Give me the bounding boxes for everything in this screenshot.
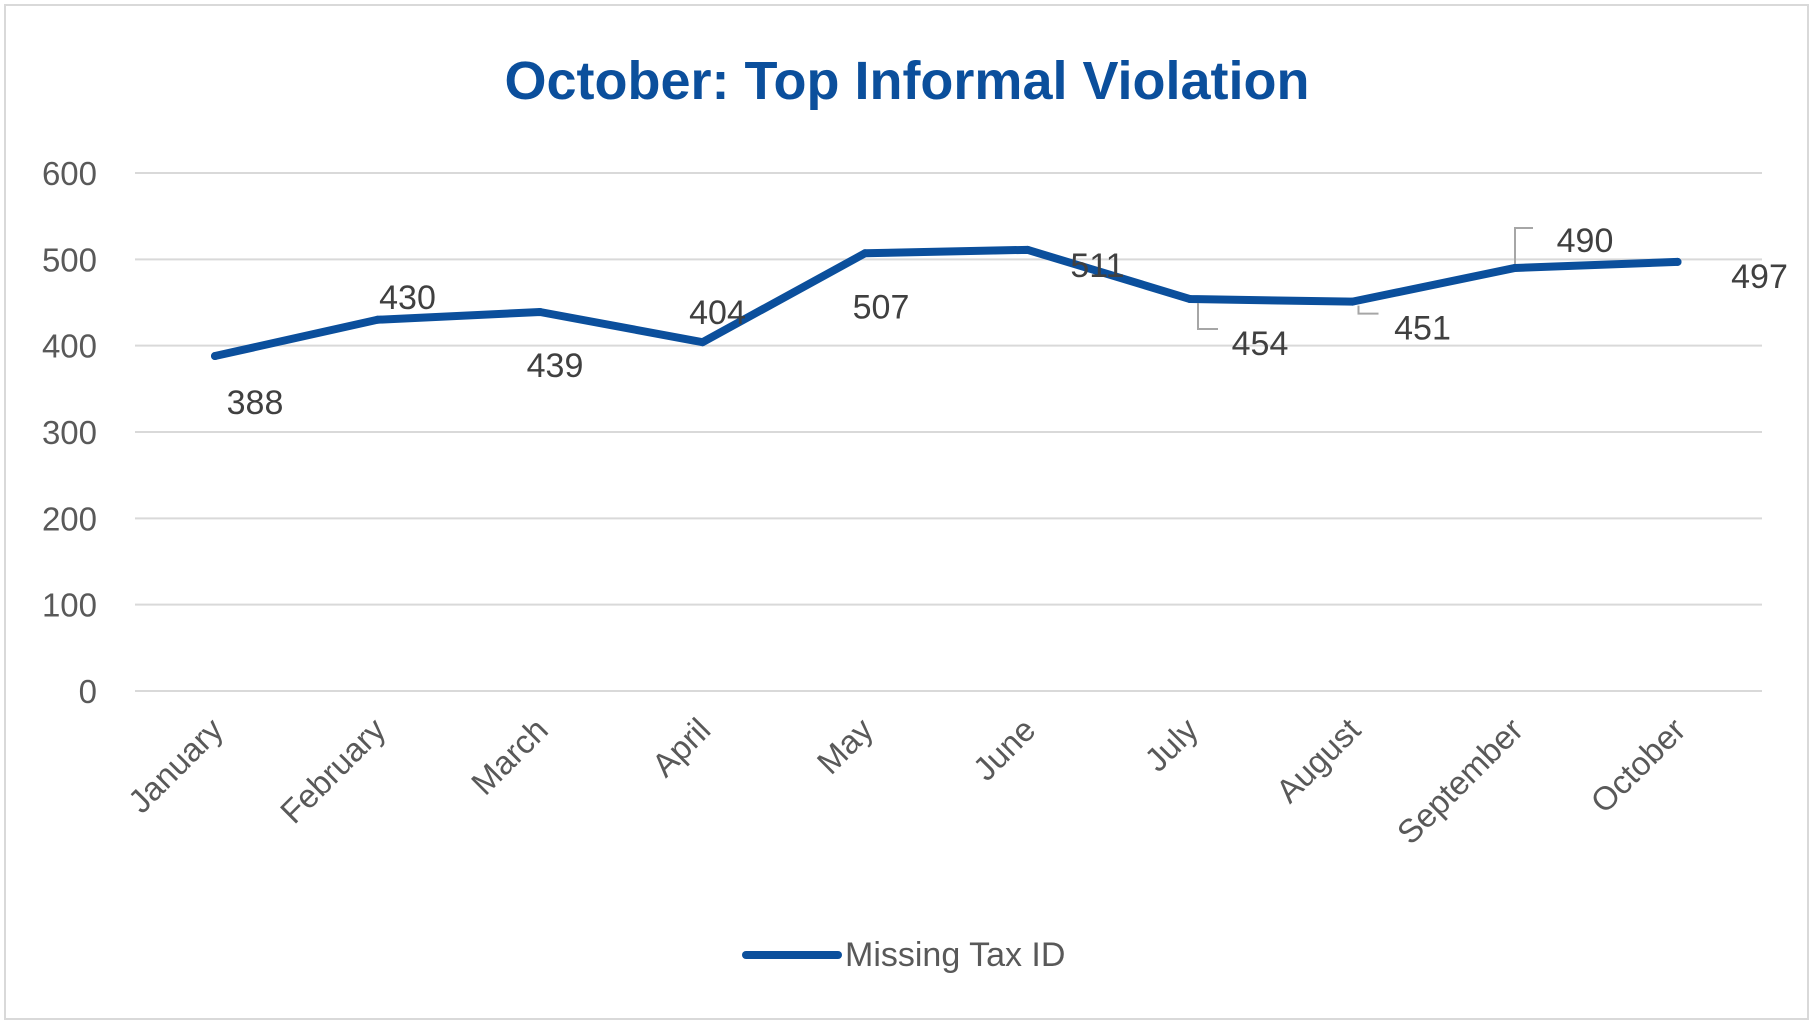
x-tick-label: January <box>121 710 231 820</box>
legend-label: Missing Tax ID <box>845 936 1065 974</box>
y-tick-label: 0 <box>79 673 97 710</box>
x-tick-label: August <box>1269 711 1368 810</box>
data-point <box>861 249 869 258</box>
y-tick-label: 100 <box>42 587 97 624</box>
data-label: 404 <box>689 294 746 332</box>
data-point <box>1511 263 1519 272</box>
x-tick-label: June <box>966 711 1043 788</box>
leader-line <box>1514 226 1533 264</box>
leader-line <box>1197 303 1218 331</box>
data-point <box>536 307 544 316</box>
data-point <box>1023 245 1032 254</box>
x-axis-ticks: January February March April May June July Augu… <box>121 710 1693 851</box>
y-axis-ticks: 0 100 200 300 400 500 600 <box>42 155 97 710</box>
x-tick-label: April <box>645 711 718 784</box>
data-label: 507 <box>853 288 910 326</box>
data-point <box>1348 297 1357 306</box>
legend: Missing Tax ID <box>742 936 1065 974</box>
data-label: 511 <box>1070 247 1124 285</box>
x-tick-label: September <box>1390 711 1530 851</box>
data-label: 439 <box>527 347 584 385</box>
data-point <box>1673 257 1682 266</box>
data-labels: 388 430 439 404 507 511 454 451 490 497 <box>227 222 1788 422</box>
series-missing-tax-id <box>211 245 1682 361</box>
data-label: 451 <box>1394 310 1451 348</box>
y-tick-label: 200 <box>42 500 97 537</box>
x-tick-label: February <box>273 710 393 830</box>
data-label: 490 <box>1557 222 1614 260</box>
series-line <box>211 245 1682 361</box>
data-point <box>373 315 382 324</box>
y-tick-label: 500 <box>42 241 97 278</box>
x-tick-label: July <box>1137 710 1205 778</box>
chart-title: October: Top Informal Violation <box>504 51 1309 111</box>
x-tick-label: May <box>810 710 881 781</box>
label-leader-lines <box>1197 226 1533 331</box>
data-label: 454 <box>1232 325 1289 363</box>
y-tick-label: 400 <box>42 328 97 365</box>
x-tick-label: October <box>1583 711 1692 820</box>
data-point <box>698 338 707 347</box>
data-label: 497 <box>1731 258 1788 296</box>
data-label: 388 <box>227 384 284 422</box>
leader-line <box>1357 305 1379 315</box>
data-label: 430 <box>379 279 436 317</box>
y-tick-label: 600 <box>42 155 97 192</box>
data-point <box>1186 295 1194 304</box>
x-tick-label: March <box>464 711 555 802</box>
data-point <box>211 352 219 361</box>
y-tick-label: 300 <box>42 414 97 451</box>
gridlines <box>135 172 1762 692</box>
